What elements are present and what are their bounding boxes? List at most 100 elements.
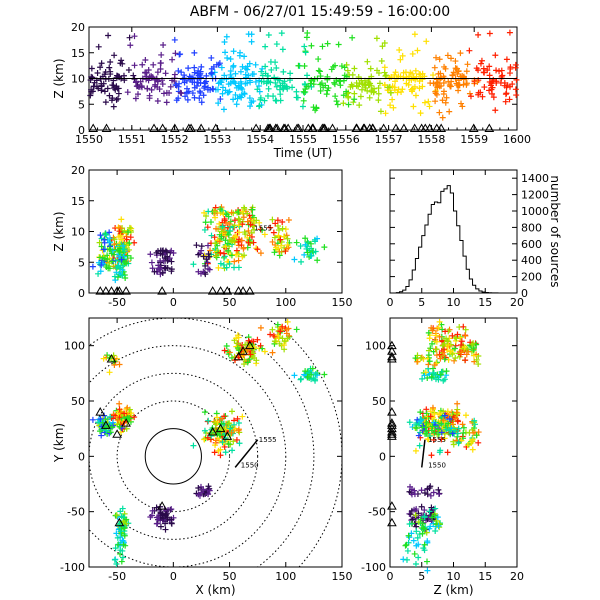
source-point (230, 62, 237, 69)
source-point (421, 525, 428, 532)
source-point (280, 68, 287, 75)
source-point (347, 83, 354, 90)
source-point (411, 491, 418, 498)
source-point (167, 83, 174, 90)
x-tick-label: 15 (478, 296, 492, 309)
source-point (463, 68, 470, 75)
station-marker (222, 286, 233, 295)
station-marker (233, 351, 244, 361)
source-point (272, 241, 279, 248)
station-marker (351, 123, 362, 132)
source-point (116, 361, 123, 368)
source-point (368, 82, 375, 89)
source-point (301, 251, 308, 258)
source-point (246, 60, 253, 67)
source-point (261, 231, 268, 238)
source-point (446, 108, 453, 115)
source-point (281, 244, 288, 251)
source-point (435, 70, 442, 77)
source-point (434, 79, 441, 86)
source-point (219, 439, 226, 446)
source-point (289, 84, 296, 91)
source-point (168, 247, 175, 254)
time-annotation: 1550 (428, 461, 446, 469)
source-point (281, 78, 288, 85)
source-point (235, 264, 242, 271)
source-point (105, 32, 112, 39)
source-point (464, 442, 471, 449)
source-point (415, 554, 422, 561)
source-point (182, 93, 189, 100)
source-point (430, 370, 437, 377)
source-point (215, 61, 222, 68)
source-point (138, 84, 145, 91)
y-axis-label: Y (km) (52, 423, 66, 463)
source-point (412, 92, 419, 99)
source-point (427, 483, 434, 490)
source-point (215, 100, 222, 107)
source-point (159, 269, 166, 276)
source-point (398, 89, 405, 96)
y-tick-label: -50 (368, 506, 386, 519)
y-axis-label: number of sources (548, 175, 562, 287)
source-point (257, 324, 264, 331)
source-point (413, 425, 420, 432)
source-point (97, 428, 104, 435)
source-point (176, 80, 183, 87)
source-point (373, 35, 380, 42)
source-point (241, 91, 248, 98)
source-point (163, 89, 170, 96)
source-point (116, 228, 123, 235)
station-marker (210, 123, 221, 132)
source-point (265, 85, 272, 92)
source-point (436, 56, 443, 63)
source-point (259, 345, 266, 352)
source-point (248, 31, 255, 38)
source-point (428, 324, 435, 331)
source-point (404, 547, 411, 554)
source-point (121, 532, 128, 539)
station-marker (387, 407, 397, 416)
source-point (164, 514, 171, 521)
x-height-sources: 1555 (89, 204, 328, 295)
source-point (503, 56, 510, 63)
source-point (433, 346, 440, 353)
source-point (412, 355, 419, 362)
source-point (228, 209, 235, 216)
station-marker (215, 423, 226, 433)
source-point (232, 91, 239, 98)
source-point (163, 99, 170, 106)
source-point (253, 217, 260, 224)
source-point (89, 416, 96, 423)
source-point (432, 505, 439, 512)
source-point (421, 541, 428, 548)
source-point (403, 80, 410, 87)
source-point (427, 80, 434, 87)
source-point (106, 369, 113, 376)
source-point (102, 99, 109, 106)
range-ring (144, 428, 202, 485)
source-point (216, 417, 223, 424)
source-point (103, 263, 110, 270)
source-point (453, 80, 460, 87)
source-point (422, 369, 429, 376)
source-point (430, 489, 437, 496)
source-point (195, 79, 202, 86)
source-point (103, 232, 110, 239)
source-point (111, 52, 118, 59)
source-point (101, 236, 108, 243)
source-point (201, 409, 208, 416)
source-point (421, 372, 428, 379)
source-point (267, 331, 274, 338)
source-point (211, 234, 218, 241)
source-point (308, 42, 315, 49)
source-point (185, 65, 192, 72)
x-tick-label: 20 (510, 570, 524, 583)
source-point (210, 86, 217, 93)
y-tick-label: 800 (521, 221, 542, 234)
source-point (231, 78, 238, 85)
histogram-bin (438, 203, 441, 293)
source-point (218, 233, 225, 240)
